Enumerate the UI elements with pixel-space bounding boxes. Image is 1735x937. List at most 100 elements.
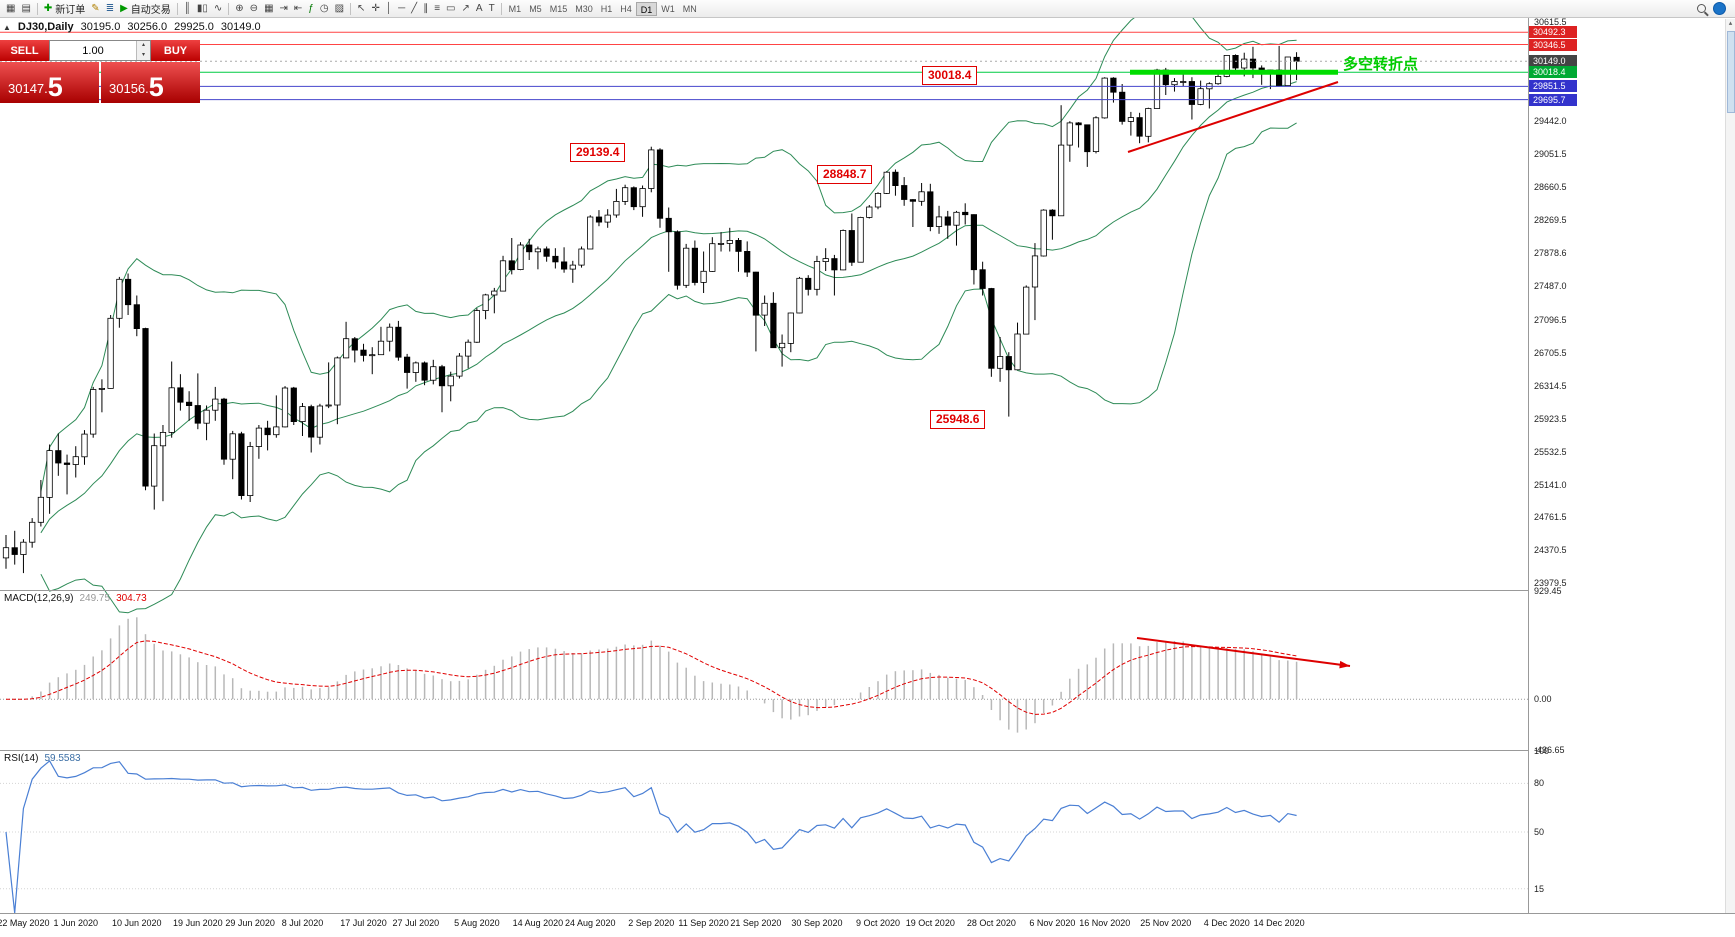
periods-dropdown-icon[interactable]: ◷ bbox=[319, 2, 329, 14]
timeframe-m30[interactable]: M30 bbox=[575, 3, 593, 14]
text-tool-icon[interactable]: A bbox=[475, 2, 483, 14]
price-tick: 25532.5 bbox=[1534, 446, 1567, 457]
price-tag: 29851.5 bbox=[1529, 80, 1577, 93]
price-tick: 28269.5 bbox=[1534, 215, 1567, 226]
price-tick: 26705.5 bbox=[1534, 347, 1567, 358]
macd-main-value: 249.75 bbox=[79, 593, 111, 604]
scrollbar-thumb[interactable] bbox=[1727, 31, 1735, 113]
one-click-trading-panel: SELL ▴ ▾ BUY 30147.5 30156.5 bbox=[0, 40, 200, 103]
templates-icon[interactable]: ▨ bbox=[334, 2, 345, 14]
ohlc-close: 30149.0 bbox=[220, 21, 261, 33]
timeframe-d1[interactable]: D1 bbox=[635, 1, 658, 16]
shapes-icon[interactable]: ▭ bbox=[446, 2, 456, 14]
price-tick: 25141.0 bbox=[1534, 479, 1567, 490]
ohlc-open: 30195.0 bbox=[80, 21, 121, 33]
date-label: 19 Oct 2020 bbox=[905, 918, 955, 928]
bar-chart-type-icon[interactable]: ║ bbox=[183, 2, 191, 14]
volume-input[interactable] bbox=[50, 41, 136, 60]
date-label: 22 May 2020 bbox=[0, 918, 50, 928]
date-label: 14 Aug 2020 bbox=[512, 918, 564, 928]
rsi-axis-tick: 50 bbox=[1534, 827, 1545, 837]
volume-box: ▴ ▾ bbox=[49, 40, 151, 61]
vertical-scrollbar[interactable]: ▴ bbox=[1725, 19, 1735, 913]
rsi-axis-tick: 15 bbox=[1534, 883, 1545, 894]
buy-button[interactable]: BUY bbox=[151, 40, 200, 61]
date-label: 6 Nov 2020 bbox=[1029, 918, 1076, 928]
price-tick: 25923.5 bbox=[1534, 413, 1567, 424]
tile-windows-icon[interactable]: ▦ bbox=[264, 2, 274, 14]
macd-signal-value: 304.73 bbox=[116, 593, 147, 604]
trendline-icon[interactable]: ╱ bbox=[411, 2, 418, 14]
date-label: 16 Nov 2020 bbox=[1079, 918, 1131, 928]
candlestick-chart-type-icon[interactable]: ▮▯ bbox=[196, 2, 208, 14]
profiles-icon[interactable]: ▤ bbox=[21, 2, 31, 14]
search-icon[interactable] bbox=[1694, 1, 1709, 17]
autotrading-button[interactable]: ▶ 自动交易 bbox=[120, 2, 171, 17]
price-tick: 30615.5 bbox=[1534, 16, 1567, 27]
date-label: 27 Jul 2020 bbox=[392, 918, 440, 928]
price-tick: 24761.5 bbox=[1534, 512, 1567, 523]
vertical-line-icon[interactable]: │ bbox=[385, 2, 393, 14]
price-tag: 30492.3 bbox=[1529, 26, 1577, 39]
timeframe-m1[interactable]: M1 bbox=[508, 3, 522, 14]
indicators-icon[interactable]: ƒ bbox=[308, 2, 314, 14]
timeframe-mn[interactable]: MN bbox=[682, 3, 697, 14]
price-tag: 30018.4 bbox=[1529, 66, 1577, 79]
line-chart-type-icon[interactable]: ∿ bbox=[213, 2, 223, 14]
sell-price-button[interactable]: 30147. 5 bbox=[0, 62, 99, 103]
rsi-value: 59.5583 bbox=[44, 753, 81, 764]
rsi-axis-tick: 80 bbox=[1534, 778, 1545, 789]
horizontal-line-icon[interactable]: ─ bbox=[398, 2, 406, 14]
date-label: 24 Aug 2020 bbox=[564, 918, 616, 928]
one-click-toggle-icon[interactable]: ▲ bbox=[3, 22, 11, 32]
price-tick: 29051.5 bbox=[1534, 149, 1567, 160]
time-axis[interactable]: 22 May 2020 1 Jun 2020 10 Jun 2020 19 Jun 2… bbox=[0, 914, 1735, 937]
ohlc-low: 29925.0 bbox=[174, 21, 214, 33]
timeframe-m15[interactable]: M15 bbox=[549, 3, 568, 14]
price-annotation: 29139.4 bbox=[570, 143, 626, 162]
metaeditor-icon[interactable]: ✎ bbox=[91, 2, 100, 14]
date-label: 21 Sep 2020 bbox=[730, 918, 782, 928]
timeframe-h1[interactable]: H1 bbox=[600, 3, 613, 14]
price-tag: 29695.7 bbox=[1529, 93, 1577, 106]
sell-button[interactable]: SELL bbox=[0, 40, 49, 61]
market-watch-icon[interactable]: ≣ bbox=[105, 2, 115, 14]
auto-scroll-icon[interactable]: ⇥ bbox=[279, 2, 288, 14]
channel-icon[interactable]: ∥ bbox=[423, 2, 429, 14]
price-tag: 30149.0 bbox=[1529, 55, 1577, 68]
cursor-icon[interactable]: ↖ bbox=[357, 2, 366, 14]
zoom-in-icon[interactable]: ⊕ bbox=[235, 2, 244, 14]
volume-up-icon[interactable]: ▴ bbox=[137, 41, 150, 51]
date-label: 4 Dec 2020 bbox=[1203, 918, 1250, 928]
new-order-button[interactable]: ✚ 新订单 bbox=[43, 2, 86, 17]
scroll-up-icon[interactable]: ▴ bbox=[1728, 20, 1733, 27]
crosshair-icon[interactable]: ✛ bbox=[371, 2, 380, 14]
date-label: 11 Sep 2020 bbox=[678, 918, 729, 928]
timeframe-w1[interactable]: W1 bbox=[661, 3, 675, 14]
date-label: 25 Nov 2020 bbox=[1140, 918, 1192, 928]
volume-down-icon[interactable]: ▾ bbox=[137, 50, 150, 60]
date-label: 14 Dec 2020 bbox=[1253, 918, 1305, 928]
buy-price-button[interactable]: 30156. 5 bbox=[101, 62, 200, 103]
rsi-axis-tick: 100 bbox=[1534, 746, 1550, 756]
date-label: 29 Jun 2020 bbox=[225, 918, 275, 928]
macd-header: MACD(12,26,9) 249.75 304.73 bbox=[4, 593, 147, 604]
price-tick: 28660.5 bbox=[1534, 182, 1567, 193]
macd-axis-tick: 929.45 bbox=[1534, 586, 1562, 596]
date-label: 19 Jun 2020 bbox=[173, 918, 223, 928]
timeframe-h4[interactable]: H4 bbox=[620, 3, 632, 14]
chart-shift-icon[interactable]: ⇤ bbox=[293, 2, 303, 14]
notifications-icon[interactable] bbox=[1713, 2, 1726, 15]
macd-axis-tick: 0.00 bbox=[1534, 694, 1552, 705]
timeframe-m5[interactable]: M5 bbox=[529, 3, 542, 14]
date-label: 10 Jun 2020 bbox=[112, 918, 162, 928]
zoom-out-icon[interactable]: ⊖ bbox=[249, 2, 259, 14]
price-axis[interactable]: 30615.5 29442.0 29051.5 28660.5 28269.5 27878… bbox=[1529, 16, 1735, 913]
new-chart-icon[interactable]: ▦ bbox=[6, 2, 16, 14]
date-label: 5 Aug 2020 bbox=[454, 918, 500, 928]
fibonacci-icon[interactable]: ≡ bbox=[434, 2, 441, 14]
price-tick: 26314.5 bbox=[1534, 380, 1567, 391]
label-tool-icon[interactable]: T bbox=[488, 2, 495, 14]
arrow-tool-icon[interactable]: ↗ bbox=[461, 2, 470, 14]
